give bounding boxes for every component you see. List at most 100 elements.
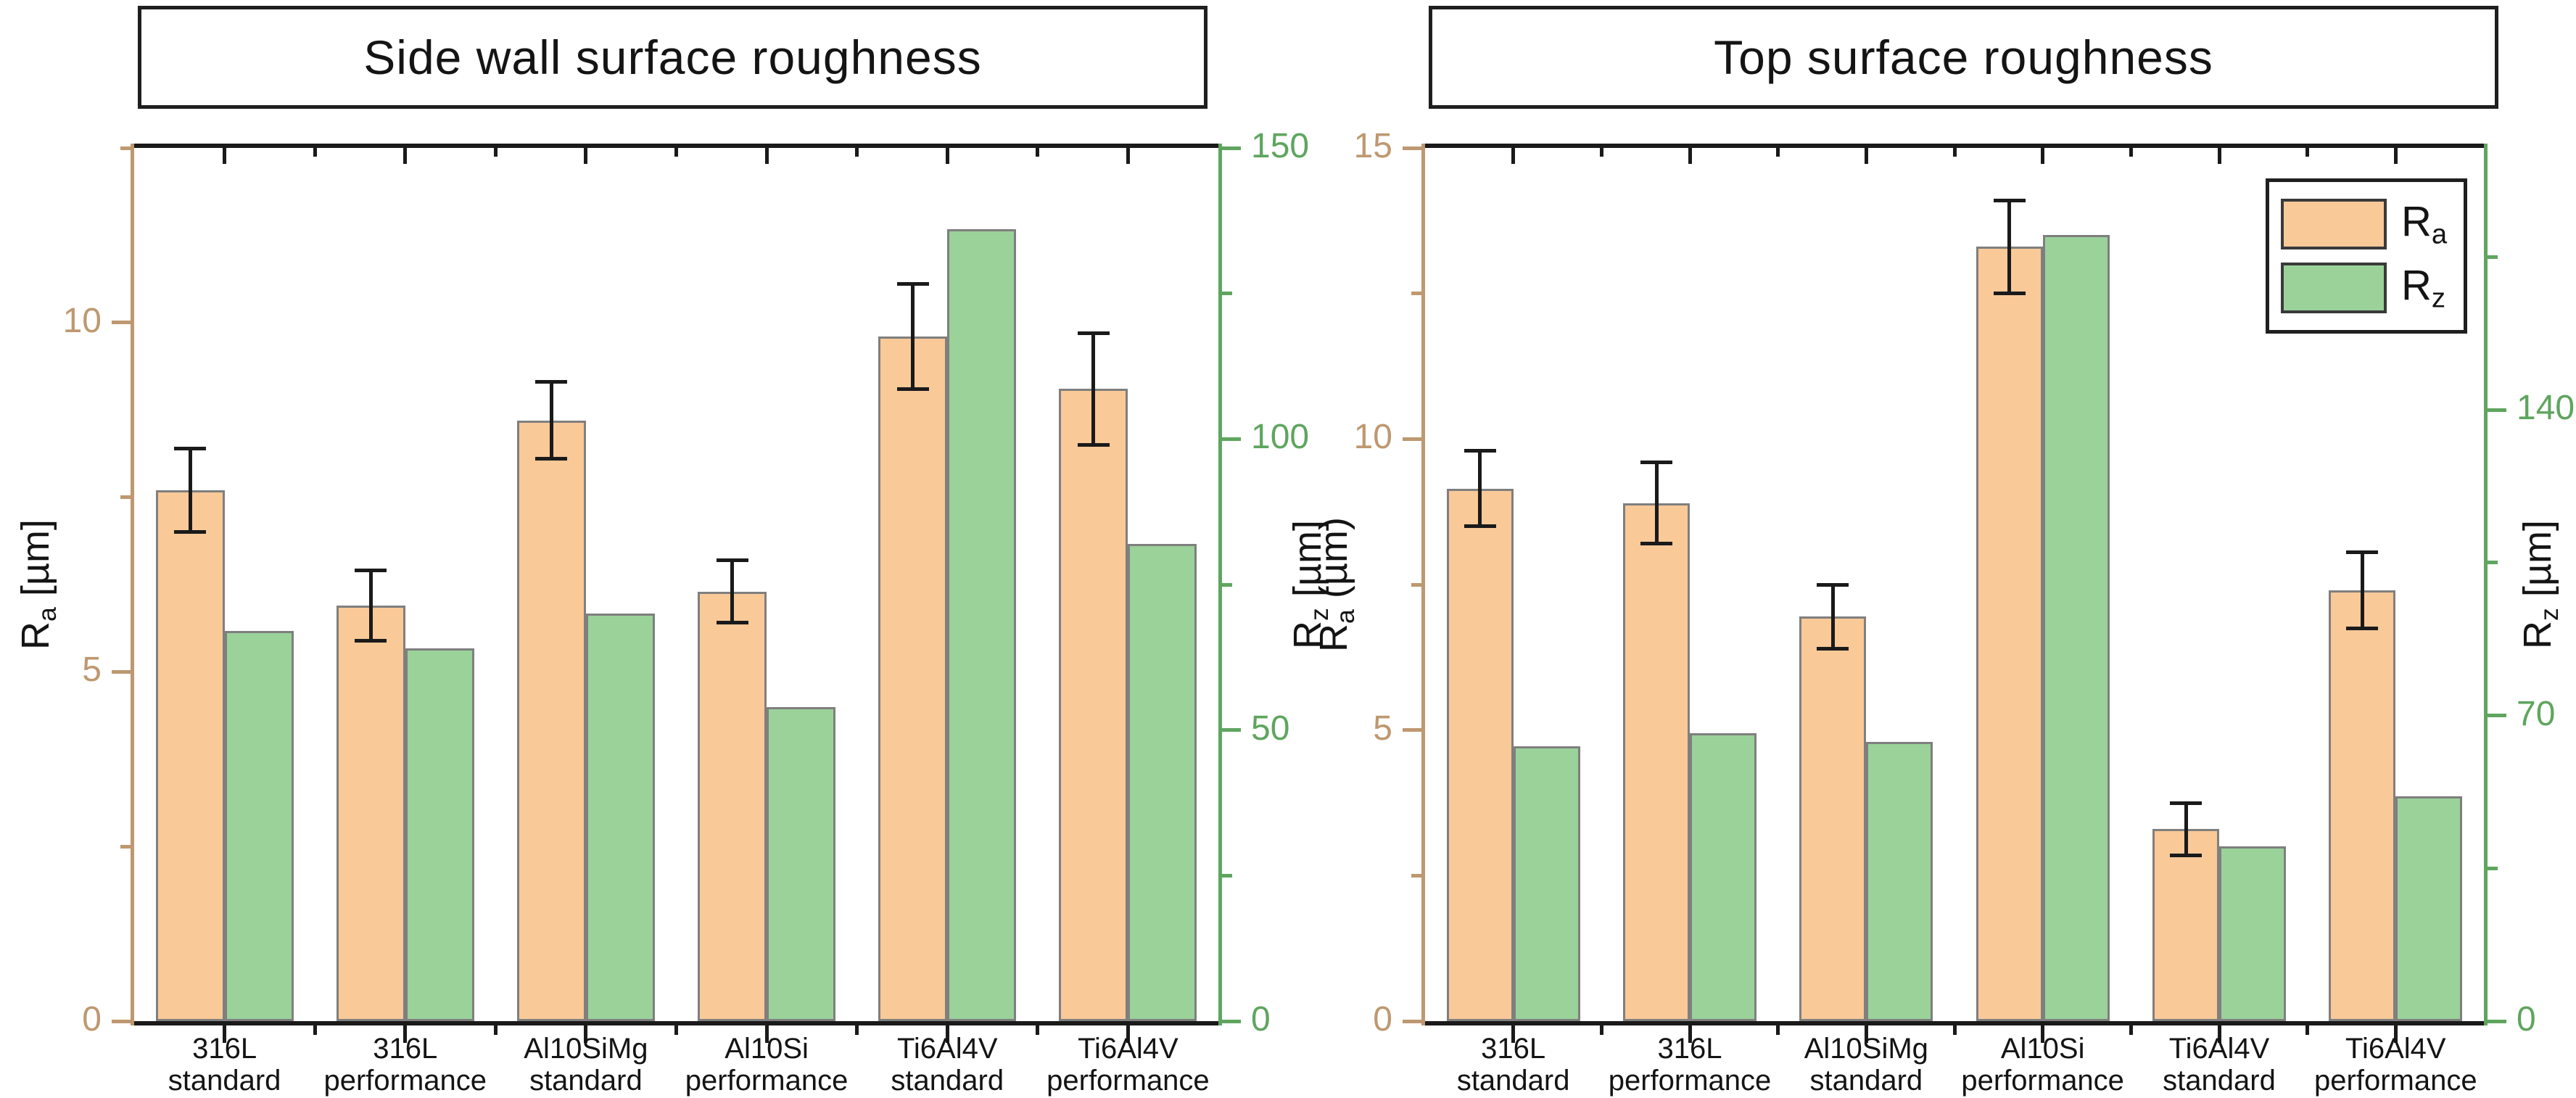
rz-minor-tick [1222, 582, 1232, 587]
rz-major-tick [2488, 1019, 2506, 1023]
x-major-tick-bottom [223, 1025, 227, 1043]
x-category-label: Ti6Al4V standard [2163, 1033, 2276, 1097]
rz-minor-tick [2488, 866, 2498, 870]
x-category-label: Al10SiMg standard [1804, 1033, 1928, 1097]
error-bar-cap-bottom [1640, 542, 1672, 546]
x-major-tick-top [945, 148, 949, 164]
ra-tick-label: 5 [1373, 709, 1392, 748]
error-bar-cap-top [355, 569, 387, 573]
bar-ra-Al10Si-performance [698, 591, 767, 1021]
ra-major-tick [1403, 146, 1421, 150]
rz-major-tick [1222, 146, 1241, 150]
error-bar-line [188, 448, 192, 532]
bar-ra-Al10Si-performance [1976, 247, 2043, 1021]
rz-minor-tick [1222, 292, 1232, 296]
legend-swatch-rz [2281, 263, 2387, 314]
bar-ra-Al10SiMg-standard [516, 420, 586, 1021]
x-category-label: 316L performance [323, 1033, 487, 1097]
rz-tick-label: 70 [2517, 694, 2556, 733]
x-major-tick-top [1126, 148, 1130, 164]
ra-major-tick [112, 1019, 131, 1023]
axis-line-left [131, 144, 134, 1025]
rz-minor-tick [2488, 255, 2498, 259]
x-major-tick-bottom [584, 1025, 588, 1043]
bar-ra-Ti6Al4V-standard [878, 337, 948, 1021]
x-category-label: 316L standard [168, 1033, 281, 1097]
x-minor-tick-top [2129, 148, 2133, 157]
bar-rz-Ti6Al4V-standard [947, 229, 1017, 1021]
x-minor-tick-bottom [493, 1025, 498, 1035]
x-minor-tick-top [1599, 148, 1603, 157]
axis-line-top [1421, 144, 2488, 148]
error-bar-line [2360, 552, 2364, 629]
ra-major-tick [1403, 728, 1421, 732]
bar-ra-Ti6Al4V-standard [2152, 829, 2219, 1021]
x-major-tick-top [2217, 148, 2221, 164]
rz-tick-label: 0 [2517, 1000, 2536, 1039]
x-major-tick-bottom [2217, 1025, 2221, 1043]
rz-minor-tick [1222, 873, 1232, 878]
error-bar-cap-bottom [1993, 292, 2026, 296]
error-bar-cap-top [174, 446, 207, 450]
error-bar-cap-bottom [2170, 853, 2202, 857]
ra-tick-label: 0 [1373, 1000, 1392, 1039]
error-bar-line [549, 381, 553, 459]
x-minor-tick-top [1952, 148, 1957, 157]
x-category-label: 316L standard [1456, 1033, 1570, 1097]
x-major-tick-top [2041, 148, 2045, 164]
x-major-tick-bottom [1864, 1025, 1868, 1043]
ra-major-tick [112, 669, 131, 674]
x-major-tick-bottom [1126, 1025, 1130, 1043]
axis-line-right [1218, 144, 1222, 1025]
rz-major-tick [1222, 728, 1241, 732]
bar-rz-Ti6Al4V-standard [2219, 846, 2286, 1021]
x-major-tick-top [1688, 148, 1692, 164]
chart-title-text: Top surface roughness [1714, 30, 2213, 84]
error-bar-cap-bottom [1077, 442, 1110, 447]
x-category-label: Al10Si performance [685, 1033, 849, 1097]
x-minor-tick-top [493, 148, 498, 157]
error-bar-cap-top [2346, 550, 2379, 555]
bar-ra-316L-performance [336, 605, 405, 1021]
error-bar-cap-top [1817, 582, 1849, 587]
x-minor-tick-bottom [2129, 1025, 2133, 1035]
rz-tick-label: 50 [1251, 709, 1290, 748]
x-major-tick-bottom [1511, 1025, 1516, 1043]
x-category-label: Ti6Al4V standard [891, 1033, 1004, 1097]
bar-rz-316L-standard [224, 631, 294, 1021]
error-bar-line [2184, 803, 2188, 856]
error-bar-cap-top [2170, 801, 2202, 805]
error-bar-line [1654, 462, 1659, 544]
x-minor-tick-bottom [1599, 1025, 1603, 1035]
chart-title-side-wall: Side wall surface roughness [138, 6, 1208, 109]
ra-tick-label: 5 [82, 651, 102, 690]
rz-major-tick [1222, 437, 1241, 441]
error-bar-cap-top [1077, 331, 1110, 335]
ra-major-tick [1403, 437, 1421, 441]
x-major-tick-bottom [1688, 1025, 1692, 1043]
error-bar-line [730, 560, 735, 623]
ra-minor-tick [1411, 292, 1421, 296]
bar-ra-316L-standard [1446, 488, 1514, 1021]
ra-minor-tick [1411, 582, 1421, 587]
x-category-label: Al10SiMg standard [524, 1033, 648, 1097]
x-category-label: 316L performance [1608, 1033, 1772, 1097]
bar-rz-Ti6Al4V-performance [1128, 543, 1197, 1021]
ra-tick-label: 10 [1353, 418, 1392, 457]
x-minor-tick-bottom [2305, 1025, 2310, 1035]
x-major-tick-top [1864, 148, 1868, 164]
x-category-label: Ti6Al4V performance [1046, 1033, 1210, 1097]
axis-line-top [131, 144, 1222, 148]
error-bar-cap-top [716, 558, 748, 562]
error-bar-cap-top [1993, 198, 2026, 202]
bar-rz-Al10Si-performance [2042, 235, 2110, 1021]
error-bar-cap-bottom [174, 530, 207, 534]
error-bar-cap-bottom [535, 457, 568, 461]
x-major-tick-top [403, 148, 408, 164]
legend-label-rz: Rz [2401, 262, 2446, 315]
x-minor-tick-top [1776, 148, 1780, 157]
error-bar-cap-top [1464, 448, 1496, 453]
rz-tick-label: 140 [2517, 389, 2575, 428]
error-bar-line [1478, 450, 1482, 527]
